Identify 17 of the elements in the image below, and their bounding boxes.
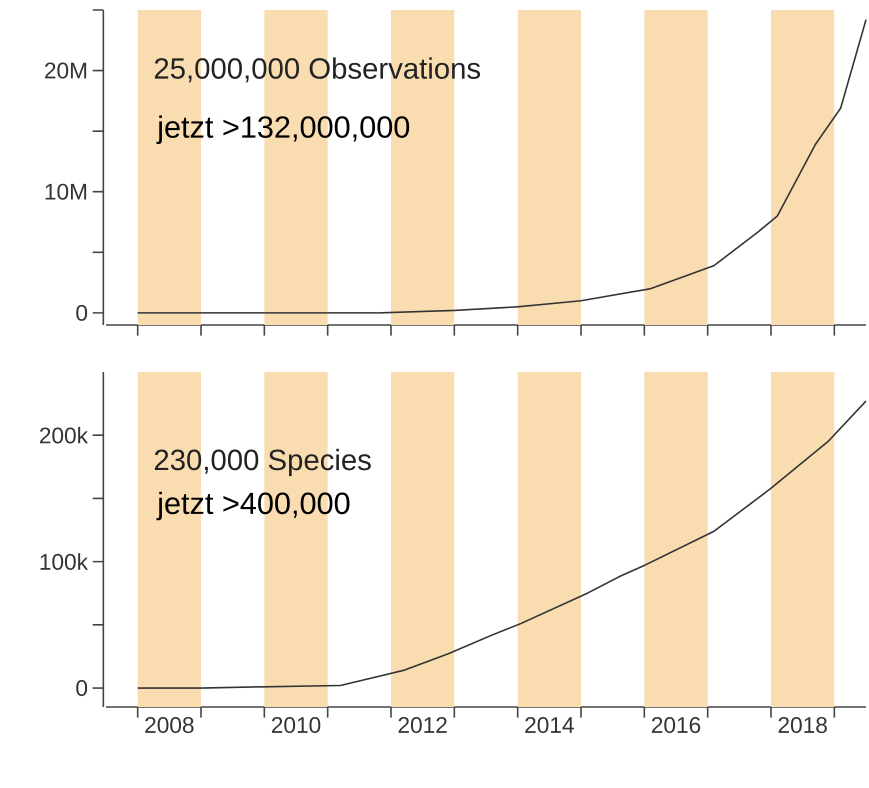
- annotation: jetzt >400,000: [156, 492, 350, 520]
- annotation: jetzt >132,000,000: [156, 115, 410, 144]
- x-tick-label: 2014: [525, 717, 574, 734]
- x-tick-label: 2008: [145, 717, 194, 734]
- y-tick-label: 200k: [40, 426, 88, 444]
- y-tick-label: 10M: [46, 184, 86, 200]
- x-tick-label: 2016: [652, 717, 700, 734]
- y-tick-label: 20M: [45, 62, 86, 79]
- x-tick-label: 2010: [272, 717, 320, 734]
- x-tick-label: 2012: [398, 717, 447, 734]
- x-tick-label: 2018: [778, 717, 827, 734]
- y-tick-label: 100k: [40, 553, 88, 570]
- y-tick-label: 0: [76, 304, 88, 321]
- line-series: [136, 400, 867, 689]
- annotation: 25,000,000 Observations: [154, 57, 480, 82]
- y-tick-label: 0: [76, 680, 88, 696]
- annotation: 230,000 Species: [154, 448, 371, 476]
